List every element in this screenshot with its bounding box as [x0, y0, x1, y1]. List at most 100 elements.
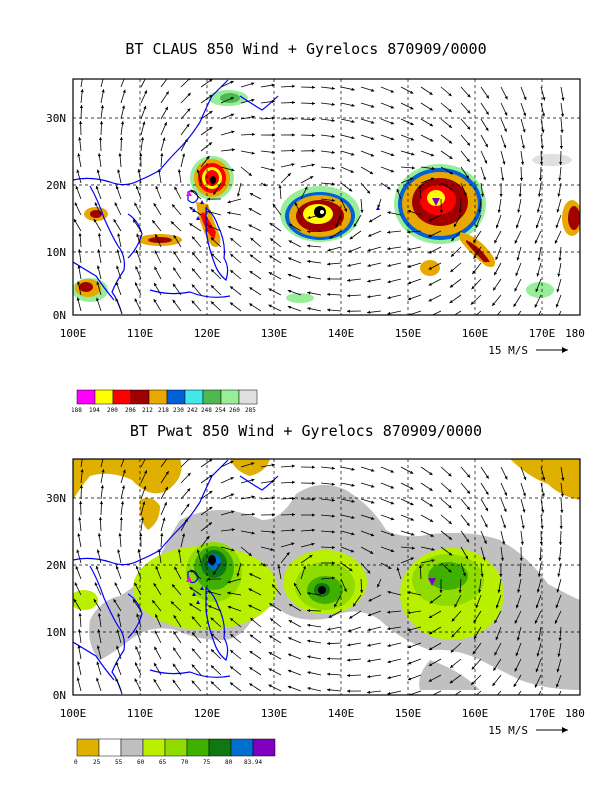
- wind-vector-head: [351, 119, 355, 124]
- bottom-panel-title: BT Pwat 850 Wind + Gyrelocs 870909/0000: [129, 422, 483, 440]
- wind-vector-head: [351, 515, 355, 519]
- wind-vector-head: [123, 74, 126, 77]
- wind-vector-head: [497, 209, 501, 213]
- wind-vector-head: [556, 288, 560, 293]
- wind-vector-head: [287, 173, 291, 177]
- wind-vector-head: [407, 591, 411, 595]
- wind-vector-head: [137, 549, 141, 553]
- bottom-grid: [73, 459, 580, 695]
- wind-vector-head: [534, 240, 538, 244]
- wind-vector-head: [102, 73, 105, 76]
- wind-vector-head: [251, 512, 255, 516]
- wind-vector-head: [431, 559, 435, 563]
- wind-vector-head: [410, 106, 414, 110]
- top-lon-label: 130E: [261, 327, 288, 340]
- bottom-gyre-markers: [186, 555, 436, 604]
- bottom-colorbar-label: 55: [115, 759, 123, 766]
- wind-vector-head: [449, 696, 452, 699]
- wind-vector-head: [304, 186, 308, 190]
- bottom-lon-label: 180: [565, 707, 585, 720]
- wind-vector-head: [331, 198, 335, 202]
- wind-vector-head: [251, 478, 255, 482]
- wind-vector-head: [478, 209, 482, 213]
- wind-vector-head: [271, 463, 275, 467]
- wind-vector-head: [523, 96, 527, 101]
- top-lat-label: 20N: [46, 179, 66, 192]
- wind-vector-head: [288, 603, 293, 607]
- wind-vector-head: [538, 177, 543, 181]
- wind-vector-head: [191, 236, 196, 240]
- wind-vector-head: [248, 208, 253, 212]
- wind-vector-head: [396, 188, 400, 193]
- wind-vector-head: [448, 536, 452, 540]
- wind-vector-head: [537, 637, 541, 641]
- wind-vector: [538, 310, 542, 315]
- wind-vector-head: [485, 127, 489, 131]
- wind-vector-head: [96, 281, 100, 285]
- wind-vector-head: [407, 628, 411, 632]
- wind-vector-head: [172, 204, 176, 208]
- wind-vector-head: [367, 674, 371, 679]
- wind-vector-head: [206, 155, 210, 160]
- wind-vector-head: [351, 87, 355, 91]
- wind-vector: [180, 459, 190, 468]
- wind-vector-head: [311, 85, 315, 89]
- wind-vector-head: [350, 169, 354, 173]
- wind-vector-head: [77, 661, 81, 665]
- bottom-colorbar-label: 0: [74, 759, 78, 766]
- wind-vector-head: [206, 535, 210, 540]
- wind-vector-head: [291, 149, 295, 153]
- bottom-colorbar: 0 25 55 60 65 70 75 80 83.94: [74, 738, 276, 766]
- wind-vector-head: [173, 631, 177, 635]
- wind-vector-head: [448, 569, 452, 573]
- wind-vector-head: [344, 208, 347, 212]
- wind-vector-head: [307, 229, 311, 234]
- wind-vector-head: [133, 219, 137, 223]
- wind-vector-head: [390, 485, 395, 489]
- wind-vector: [496, 310, 502, 315]
- wind-vector-head: [271, 496, 275, 500]
- wind-vector-head: [335, 224, 339, 228]
- wind-vector-head: [482, 557, 486, 561]
- wind-vector-head: [231, 168, 235, 172]
- wind-vector-head: [418, 565, 423, 569]
- wind-vector-head: [270, 547, 274, 551]
- wind-vector-head: [140, 137, 145, 141]
- wind-vector: [120, 79, 125, 88]
- wind-vector-head: [449, 155, 453, 159]
- wind-vector-head: [411, 166, 415, 170]
- wind-vector-head: [515, 272, 519, 277]
- wind-vector-head: [248, 224, 252, 228]
- wind-vector-head: [177, 169, 181, 173]
- wind-vector-head: [407, 297, 412, 301]
- wind-vector-head: [559, 525, 563, 529]
- wind-vector-head: [191, 268, 196, 272]
- wind-vector-head: [480, 573, 484, 577]
- bottom-map-panel: 30N 20N 10N 0N 100E 110E 120E 130E 140E …: [46, 454, 585, 766]
- wind-vector-head: [390, 533, 395, 537]
- top-lon-label: 170E: [529, 327, 556, 340]
- wind-vector-head: [349, 568, 353, 572]
- wind-vector-head: [428, 298, 432, 302]
- wind-vector-head: [79, 501, 83, 505]
- wind-vector-head: [134, 678, 138, 682]
- wind-vector-head: [555, 303, 559, 308]
- wind-vector-head: [227, 605, 232, 609]
- wind-vector-head: [559, 145, 563, 149]
- wind-vector-head: [458, 589, 462, 593]
- wind-vector-head: [536, 209, 540, 213]
- wind-vector-head: [210, 237, 214, 241]
- wind-vector-head: [557, 273, 561, 277]
- wind-vector-head: [556, 209, 560, 213]
- wind-vector-head: [556, 589, 560, 593]
- wind-vector-head: [272, 584, 276, 588]
- top-colorbar-swatch: [166, 389, 186, 405]
- wind-vector-head: [351, 467, 355, 471]
- wind-vector-head: [165, 91, 169, 95]
- bottom-colorbar-swatch: [120, 738, 144, 757]
- wind-vector-head: [123, 454, 126, 457]
- wind-vector-head: [251, 98, 255, 102]
- wind-vector-head: [208, 522, 212, 526]
- wind-vector-head: [502, 161, 506, 165]
- wind-vector-head: [291, 512, 295, 517]
